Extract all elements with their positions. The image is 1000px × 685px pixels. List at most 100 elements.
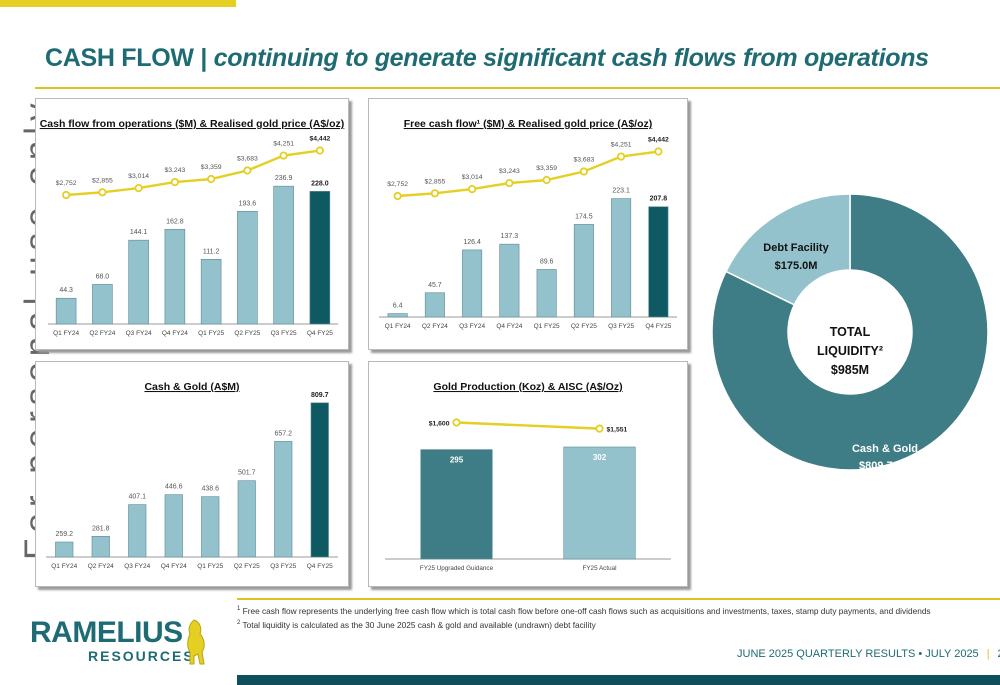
bar: [128, 504, 147, 558]
line-point: [207, 174, 216, 184]
bar-value-label: 162.8: [166, 218, 184, 225]
chart-free-cashflow: Free cash flow¹ ($M) & Realised gold pri…: [379, 118, 677, 330]
bar: [499, 243, 520, 318]
x-tick-label: Q2 FY24: [88, 563, 114, 570]
bar: [164, 228, 186, 325]
chart-cash-gold: Cash & Gold (A$M) 259.2 Q1 FY24 281.8 Q2 FY2…: [46, 381, 338, 570]
line-value-label: $3,014: [462, 174, 483, 181]
gold-price-line: [397, 150, 659, 198]
bar: [536, 269, 557, 318]
footer-separator: |: [986, 648, 990, 660]
slice-name-label: Cash & Gold: [852, 443, 918, 455]
bar-value-label: 501.7: [238, 470, 256, 477]
line-point: [315, 146, 324, 155]
bar-value-label: 407.1: [128, 494, 146, 501]
line-point: [134, 184, 143, 193]
x-tick-label: Q4 FY24: [496, 323, 522, 330]
donut-slice: [711, 193, 989, 471]
bar: [200, 259, 222, 325]
x-tick-label: Q3 FY24: [124, 563, 150, 570]
gold-price-line: [456, 421, 600, 430]
bar-value-label: 144.1: [130, 229, 148, 236]
bar-value-label: 207.8: [650, 196, 668, 203]
donut-center-label: LIQUIDITY²: [817, 344, 883, 358]
x-tick-label: Q2 FY25: [234, 563, 260, 570]
bar-value-label: 111.2: [203, 248, 220, 255]
x-tick-label: Q3 FY25: [271, 330, 297, 337]
line-point: [542, 175, 551, 185]
x-tick-label: Q2 FY25: [234, 330, 260, 337]
bar: [201, 496, 220, 558]
x-tick-label: Q3 FY25: [608, 323, 634, 330]
donut-slice: [724, 193, 851, 306]
bar: [462, 249, 483, 318]
bar-value-label: 228.0: [311, 180, 329, 187]
bar-value-label: 302: [593, 453, 607, 462]
title-main: CASH FLOW |: [45, 44, 214, 72]
bar-value-label: 446.6: [165, 484, 183, 491]
bottom-accent-bar: [237, 675, 1000, 685]
bar-value-label: 295: [450, 456, 464, 465]
bar-value-label: 438.6: [201, 486, 219, 493]
footnote-divider: [237, 598, 1000, 600]
x-tick-label: Q1 FY25: [197, 563, 223, 570]
chart-gold-production: Gold Production (Koz) & AISC (A$/Oz) 295 F…: [385, 381, 671, 572]
bar-value-label: 281.8: [92, 525, 110, 532]
bar: [237, 211, 258, 325]
x-tick-label: Q4 FY25: [307, 563, 333, 570]
logo-line-1: RAMELIUS: [30, 616, 183, 649]
bar: [420, 449, 493, 560]
line-point: [579, 167, 588, 176]
donut-center-label: TOTAL: [830, 325, 871, 339]
bar-value-label: 126.4: [463, 239, 481, 246]
line-point: [595, 424, 604, 433]
slice-value-label: $175.0M: [775, 260, 818, 272]
bar-value-label: 45.7: [428, 282, 442, 289]
chart-title: Cash flow from operations ($M) & Realise…: [40, 118, 345, 130]
x-tick-label: Q3 FY25: [270, 563, 296, 570]
footnote-1: 1 Free cash flow represents the underlyi…: [237, 606, 931, 616]
bar: [611, 198, 632, 318]
line-value-label: $3,683: [237, 156, 258, 163]
page-title: CASH FLOW | continuing to generate signi…: [45, 44, 929, 73]
line-value-label: $1,600: [429, 421, 450, 428]
line-value-label: $1,551: [607, 427, 628, 434]
x-tick-label: Q2 FY25: [571, 323, 597, 330]
bar: [92, 284, 113, 325]
chart-operations-cashflow: Cash flow from operations ($M) & Realise…: [40, 118, 345, 337]
chart-panel-gold-production: Gold Production (Koz) & AISC (A$/Oz) 295 F…: [368, 361, 688, 587]
bar: [55, 297, 77, 325]
x-tick-label: Q4 FY24: [162, 330, 188, 337]
chart-panel-operations-cashflow: Cash flow from operations ($M) & Realise…: [35, 98, 349, 350]
line-point: [452, 418, 461, 427]
x-tick-label: Q3 FY24: [459, 323, 485, 330]
bar: [164, 494, 183, 558]
line-value-label: $2,855: [424, 178, 445, 185]
gold-price-line: [66, 149, 321, 197]
line-value-label: $2,752: [387, 181, 408, 188]
line-value-label: $4,251: [611, 142, 632, 149]
line-point: [98, 188, 107, 197]
line-value-label: $4,442: [648, 137, 669, 144]
line-point: [617, 152, 626, 161]
footer-text: JUNE 2025 QUARTERLY RESULTS • JULY 2025: [737, 648, 979, 660]
x-tick-label: Q4 FY24: [161, 563, 187, 570]
line-point: [279, 151, 288, 160]
line-value-label: $2,752: [56, 180, 77, 187]
bar-value-label: 223.1: [612, 188, 630, 195]
bar: [573, 224, 594, 318]
bar-value-label: 137.3: [501, 233, 519, 240]
bar: [310, 402, 329, 558]
bar: [387, 313, 408, 318]
bar-value-label: 68.0: [96, 273, 110, 280]
title-subtitle: continuing to generate significant cash …: [213, 44, 929, 72]
bar: [55, 541, 74, 558]
line-value-label: $3,243: [164, 167, 185, 174]
company-logo: RAMELIUS RESOURCES: [30, 616, 195, 665]
x-tick-label: Q1 FY24: [53, 330, 79, 337]
line-value-label: $3,014: [128, 173, 149, 180]
bar: [128, 239, 149, 325]
line-value-label: $3,683: [573, 157, 594, 164]
bar-value-label: 6.4: [393, 303, 403, 310]
slice-name-label: Debt Facility: [763, 242, 829, 254]
